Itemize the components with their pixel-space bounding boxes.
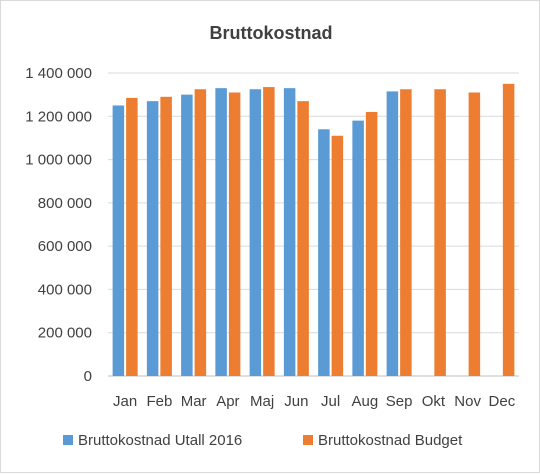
bar-utfall-aug [352,120,364,376]
gridlines [108,72,519,377]
legend-label-utfall: Bruttokostnad Utall 2016 [78,432,242,449]
y-tick-label: 800 000 [38,195,92,212]
x-tick-label: Okt [422,393,446,410]
bar-utfall-jul [318,129,330,376]
y-tick-label: 400 000 [38,281,92,298]
bar-utfall-feb [146,101,159,376]
bar-budget-feb [160,96,172,377]
bar-budget-sep [400,89,412,376]
x-tick-label: Sep [386,393,413,410]
bar-budget-jun [297,101,309,376]
legend-swatch-budget [303,435,313,445]
x-tick-label: Aug [352,393,379,410]
bar-utfall-apr [215,88,227,377]
bar-budget-jul [331,135,344,376]
legend-label-budget: Bruttokostnad Budget [318,432,463,449]
bar-utfall-maj [249,89,262,376]
y-tick-label: 1 200 000 [25,108,92,125]
x-tick-label: Maj [250,393,274,410]
bar-utfall-sep [386,91,399,377]
bar-budget-okt [434,89,446,376]
bar-utfall-jan [112,105,125,376]
bar-utfall-jun [283,88,296,377]
x-tick-label: Jul [321,393,340,410]
x-tick-label: Mar [181,393,207,410]
x-tick-label: Feb [146,393,172,410]
legend: Bruttokostnad Utall 2016 Bruttokostnad Bu… [63,432,463,449]
y-tick-label: 0 [84,368,92,385]
bar-budget-dec [502,83,515,377]
y-tick-label: 1 000 000 [25,152,92,169]
bar-budget-apr [228,92,241,376]
bar-budget-jan [126,97,138,376]
x-tick-label: Apr [216,393,239,410]
bar-utfall-mar [181,94,193,377]
chart-title: Bruttokostnad [210,23,333,43]
x-axis-ticks: Jan Feb Mar Apr Maj Jun Jul Aug Sep Okt Nov Dec [113,393,516,410]
bar-budget-aug [365,111,378,376]
bar-budget-mar [194,89,207,376]
bar-budget-nov [468,92,481,376]
x-tick-label: Dec [489,393,516,410]
bar-budget-maj [263,87,275,376]
x-tick-label: Jun [284,393,308,410]
legend-swatch-utfall [63,435,73,445]
y-tick-label: 600 000 [38,238,92,255]
y-axis-ticks: 0 200 000 400 000 600 000 800 000 1 000 000 1 … [25,65,92,385]
y-tick-label: 200 000 [38,325,92,342]
x-tick-label: Nov [454,393,481,410]
y-tick-label: 1 400 000 [25,65,92,82]
x-tick-label: Jan [113,393,137,410]
bars [112,83,515,377]
